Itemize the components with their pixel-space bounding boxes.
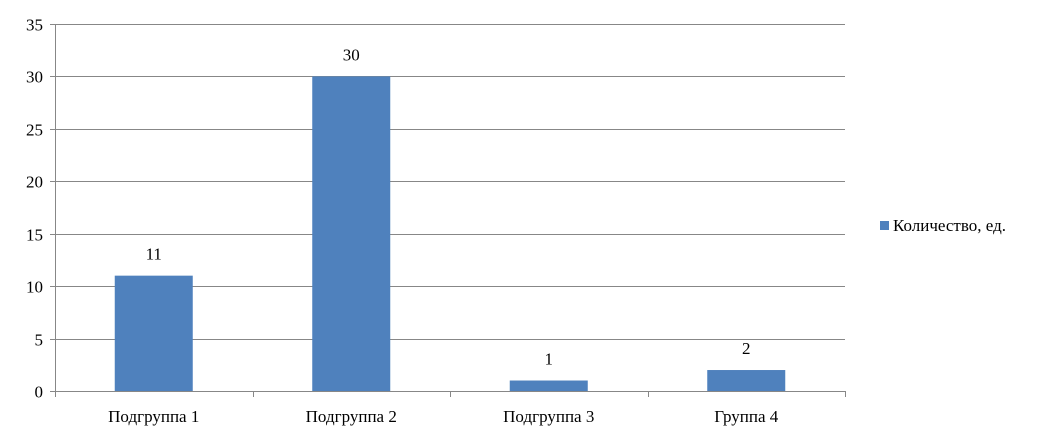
bar [707, 370, 786, 391]
legend: Количество, ед. [880, 216, 1006, 235]
data-label: 30 [343, 45, 360, 64]
x-tick-labels: Подгруппа 1 Подгруппа 2 Подгруппа 3 Группа … [108, 407, 779, 426]
y-tick-labels: 0 5 10 15 20 25 30 35 [26, 16, 43, 402]
x-tick-label: Подгруппа 3 [503, 407, 594, 426]
y-tick-label: 5 [35, 331, 44, 350]
legend-label: Количество, ед. [893, 216, 1006, 235]
y-tick-label: 20 [26, 173, 43, 192]
y-tick-label: 35 [26, 16, 43, 35]
data-labels: 11 30 1 2 [146, 45, 751, 368]
y-tick-label: 25 [26, 121, 43, 140]
x-tick-label: Подгруппа 1 [108, 407, 199, 426]
bar [509, 380, 588, 391]
y-tick-label: 30 [26, 68, 43, 87]
axes [50, 24, 846, 397]
bar [114, 275, 193, 391]
y-tick-label: 10 [26, 278, 43, 297]
data-label: 11 [146, 245, 162, 264]
y-tick-label: 15 [26, 226, 43, 245]
data-label: 1 [545, 350, 554, 369]
x-tick-label: Группа 4 [714, 407, 779, 426]
data-label: 2 [742, 339, 751, 358]
bars [114, 76, 786, 391]
y-tick-label: 0 [35, 383, 44, 402]
legend-swatch [880, 221, 889, 230]
bar [312, 76, 391, 391]
x-tick-label: Подгруппа 2 [306, 407, 397, 426]
